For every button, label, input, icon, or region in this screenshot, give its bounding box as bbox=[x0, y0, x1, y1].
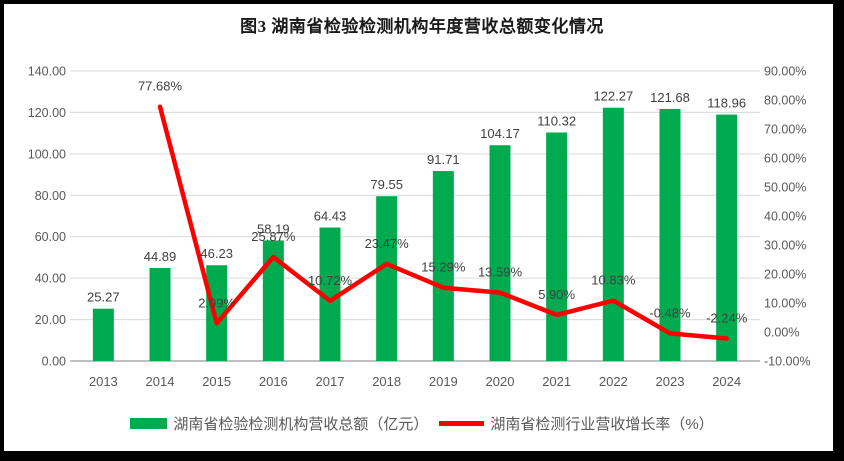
bar-value-label: 46.23 bbox=[200, 246, 233, 261]
line-series-swatch bbox=[439, 421, 485, 426]
right-axis-tick: 90.00% bbox=[764, 65, 806, 79]
bar-value-label: 122.27 bbox=[593, 89, 633, 104]
line-value-label: 15.29% bbox=[421, 260, 466, 275]
x-axis-label: 2018 bbox=[372, 374, 401, 389]
right-axis-tick: 60.00% bbox=[764, 152, 806, 166]
bar-value-label: 44.89 bbox=[144, 249, 177, 264]
bar-value-label: 110.32 bbox=[537, 113, 576, 128]
left-axis-tick: 60.00 bbox=[35, 230, 66, 244]
bar-2019 bbox=[432, 171, 454, 361]
left-axis-tick: 40.00 bbox=[35, 272, 66, 286]
x-axis-label: 2023 bbox=[656, 374, 685, 389]
line-value-label: 10.83% bbox=[591, 273, 636, 288]
bar-2015 bbox=[206, 265, 228, 361]
right-axis-tick: 70.00% bbox=[764, 123, 806, 137]
bar-2018 bbox=[376, 196, 398, 361]
chart-canvas bbox=[4, 4, 833, 451]
right-axis-tick: 0.00% bbox=[764, 326, 799, 340]
line-value-label: 77.68% bbox=[138, 79, 183, 94]
left-axis-tick: 140.00 bbox=[28, 65, 66, 79]
x-axis-label: 2015 bbox=[202, 374, 231, 389]
right-axis-tick: 20.00% bbox=[764, 268, 806, 282]
line-value-label: -0.48% bbox=[649, 305, 691, 320]
growth-line bbox=[157, 104, 729, 341]
bar-2024 bbox=[716, 114, 738, 361]
bar-value-label: 118.96 bbox=[707, 96, 746, 111]
right-axis-tick: 50.00% bbox=[764, 181, 806, 195]
legend-item-bar-series: 湖南省检验检测机构营收总额（亿元） bbox=[130, 413, 428, 434]
line-value-label: 13.59% bbox=[478, 265, 523, 280]
line-value-label: -2.24% bbox=[706, 310, 748, 325]
bar-value-label: 79.55 bbox=[370, 177, 403, 192]
bar-value-label: 121.68 bbox=[650, 90, 690, 105]
left-axis-tick: 20.00 bbox=[35, 313, 66, 327]
x-axis-label: 2017 bbox=[316, 374, 345, 389]
bar-2013 bbox=[92, 308, 114, 361]
bar-series-label: 湖南省检验检测机构营收总额（亿元） bbox=[173, 416, 429, 433]
x-axis-label: 2022 bbox=[599, 374, 628, 389]
right-axis-tick: 30.00% bbox=[764, 239, 806, 253]
x-axis-label: 2020 bbox=[486, 374, 515, 389]
bar-value-label: 104.17 bbox=[480, 126, 520, 141]
bar-2022 bbox=[602, 107, 624, 361]
bar-2023 bbox=[659, 108, 681, 361]
x-axis-label: 2021 bbox=[542, 374, 571, 389]
bar-value-label: 58.19 bbox=[257, 221, 290, 236]
x-axis-label: 2016 bbox=[259, 374, 288, 389]
chart-title: 图3 湖南省检验检测机构年度营收总额变化情况 bbox=[240, 17, 604, 36]
right-axis-tick: 40.00% bbox=[764, 210, 806, 224]
line-series-label: 湖南省检测行业营收增长率（%） bbox=[490, 416, 714, 433]
left-axis-tick: 100.00 bbox=[28, 147, 66, 161]
bar-value-label: 91.71 bbox=[427, 152, 460, 167]
line-value-label: 5.90% bbox=[538, 287, 575, 302]
right-axis-tick: 10.00% bbox=[764, 297, 806, 311]
line-value-label: 23.47% bbox=[365, 236, 410, 251]
bar-2021 bbox=[546, 132, 568, 361]
line-value-label: 2.99% bbox=[198, 295, 235, 310]
bar-value-label: 25.27 bbox=[87, 290, 120, 305]
bar-2020 bbox=[489, 145, 511, 361]
bar-2016 bbox=[262, 240, 284, 361]
bar-value-label: 64.43 bbox=[314, 209, 347, 224]
x-axis-label: 2013 bbox=[89, 374, 118, 389]
bar-series-swatch bbox=[130, 418, 168, 429]
line-value-label: 25.87% bbox=[251, 229, 296, 244]
legend-item-line-series: 湖南省检测行业营收增长率（%） bbox=[439, 413, 714, 434]
right-axis-tick: -10.00% bbox=[764, 355, 811, 369]
line-value-label: 10.72% bbox=[308, 273, 353, 288]
legend: 湖南省检验检测机构营收总额（亿元） 湖南省检测行业营收增长率（%） bbox=[0, 413, 844, 434]
left-axis-tick: 80.00 bbox=[35, 189, 66, 203]
x-axis-label: 2024 bbox=[712, 374, 741, 389]
bar-2014 bbox=[149, 268, 171, 361]
left-axis-tick: 120.00 bbox=[28, 106, 66, 120]
right-axis-tick: 80.00% bbox=[764, 94, 806, 108]
x-axis-label: 2014 bbox=[146, 374, 175, 389]
x-axis-label: 2019 bbox=[429, 374, 458, 389]
bar-2017 bbox=[319, 227, 341, 361]
left-axis-tick: 0.00 bbox=[42, 355, 66, 369]
